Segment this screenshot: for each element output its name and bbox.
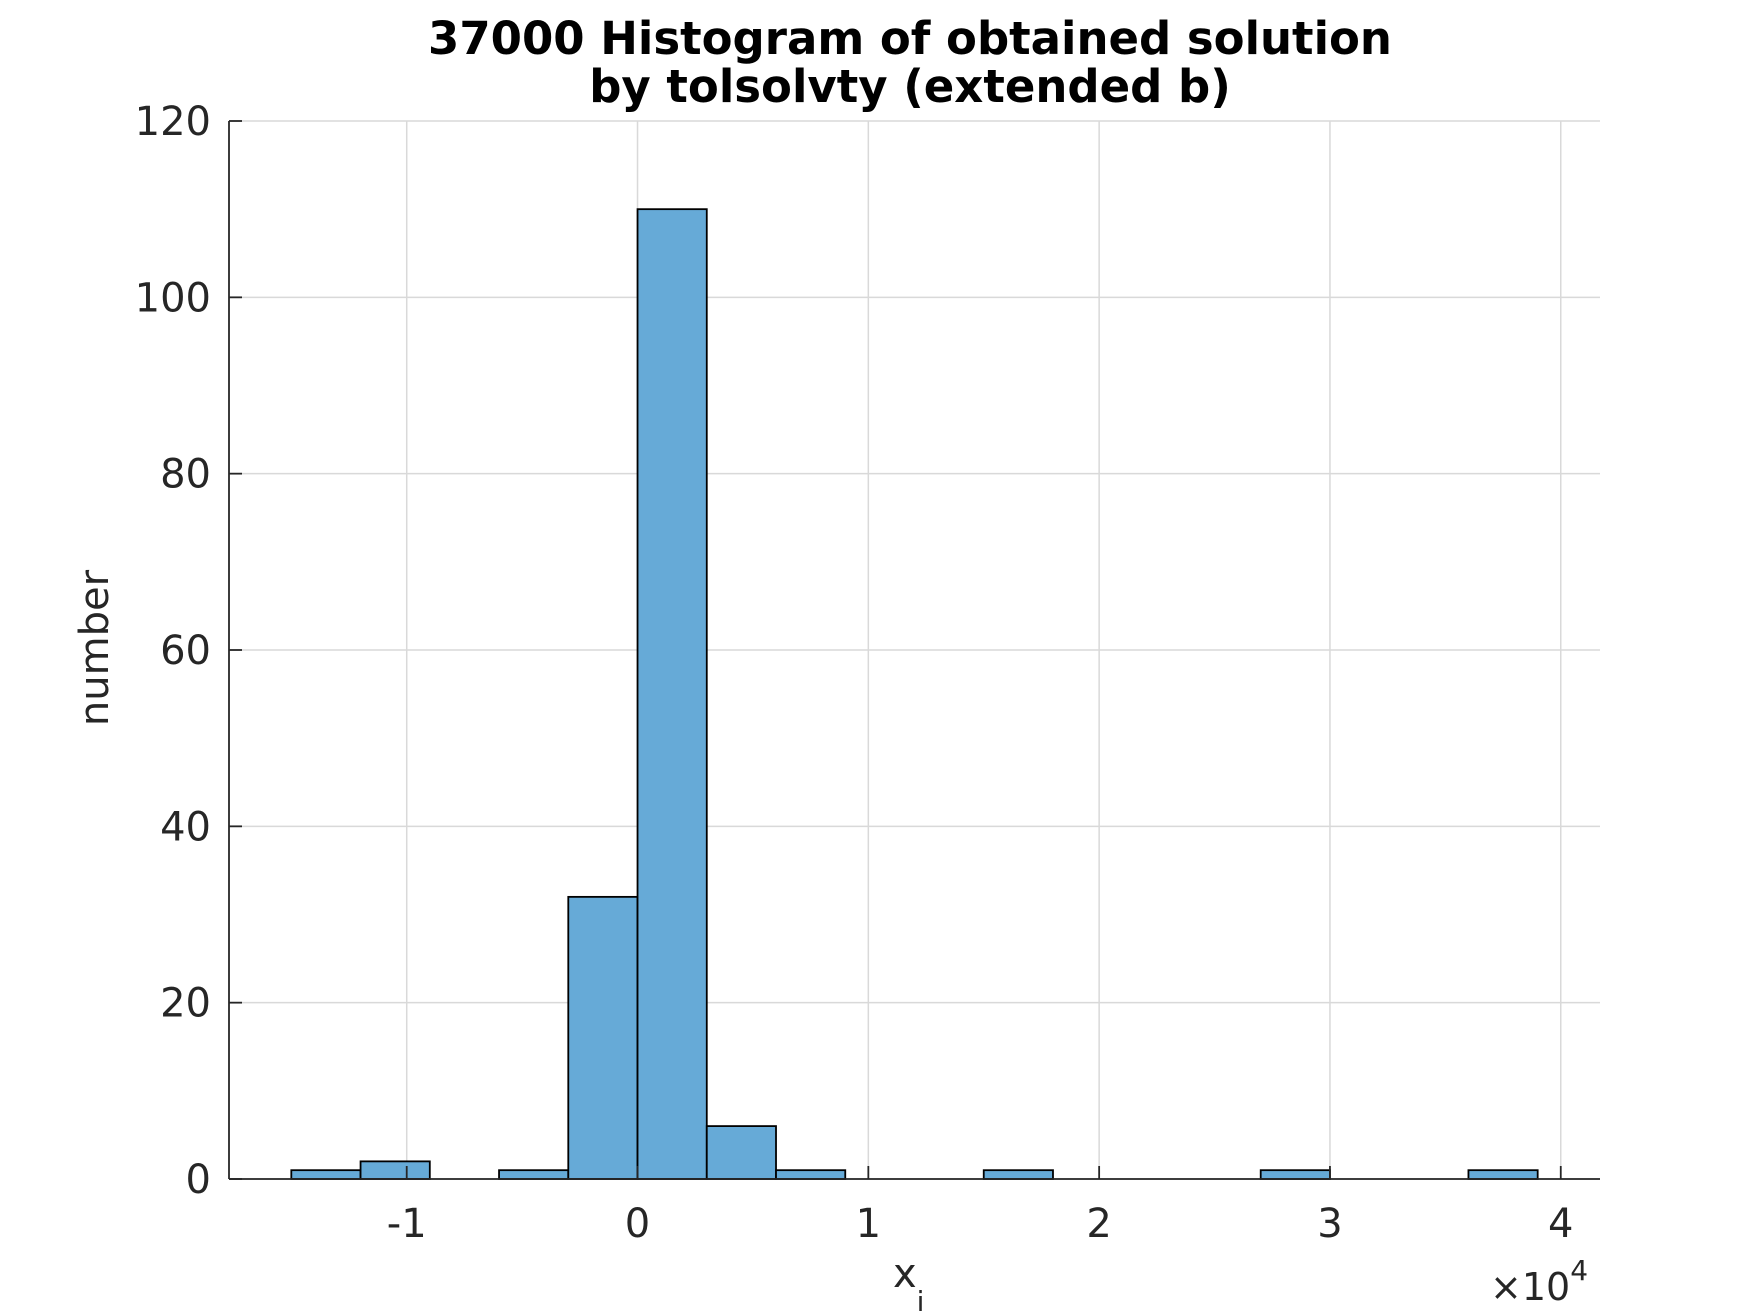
histogram-bar-1 [359, 1160, 431, 1180]
histogram-bar-3 [498, 1169, 570, 1180]
histogram-bar-7 [775, 1169, 847, 1180]
histogram-bar-14 [1259, 1169, 1331, 1180]
histogram-bar-17 [1467, 1169, 1539, 1180]
y-tick-label-2: 40 [160, 804, 211, 850]
x-tick-label-4: 3 [1317, 1201, 1342, 1247]
y-tick-label-5: 100 [135, 275, 211, 321]
grid-lines [229, 120, 1600, 1180]
axes [228, 120, 1600, 1180]
chart-title-line-2: by tolsolvty (extended b) [589, 60, 1231, 113]
histogram-bar-6 [705, 1125, 777, 1180]
x-tick-label-0: -1 [387, 1201, 427, 1247]
y-tick-label-0: 0 [186, 1157, 211, 1203]
y-tick-label-1: 20 [160, 981, 211, 1027]
x-tick-label-3: 2 [1086, 1201, 1111, 1247]
histogram-bar-0 [290, 1169, 362, 1180]
x-axis-exponent-power: 4 [1570, 1254, 1588, 1287]
y-tick-label-4: 80 [160, 452, 211, 498]
histogram-bar-5 [636, 208, 708, 1180]
x-axis-exponent: ×104 [1490, 1254, 1588, 1309]
x-tick-label-1: 0 [625, 1201, 650, 1247]
histogram-bars [290, 208, 1539, 1180]
x-axis-exponent-base: ×10 [1490, 1265, 1570, 1309]
x-tick-label-5: 4 [1548, 1201, 1573, 1247]
chart-title-line-1: 37000 Histogram of obtained solution [428, 12, 1392, 65]
histogram-bar-4 [567, 895, 639, 1180]
y-axis-label: number [72, 569, 118, 726]
x-axis-label: xi [893, 1251, 924, 1311]
x-tick-label-2: 1 [856, 1201, 881, 1247]
x-axis-label-subscript: i [917, 1285, 925, 1311]
histogram-bar-10 [982, 1169, 1054, 1180]
y-tick-label-3: 60 [160, 628, 211, 674]
x-axis-label-main: x [893, 1251, 917, 1297]
y-tick-label-6: 120 [135, 99, 211, 145]
